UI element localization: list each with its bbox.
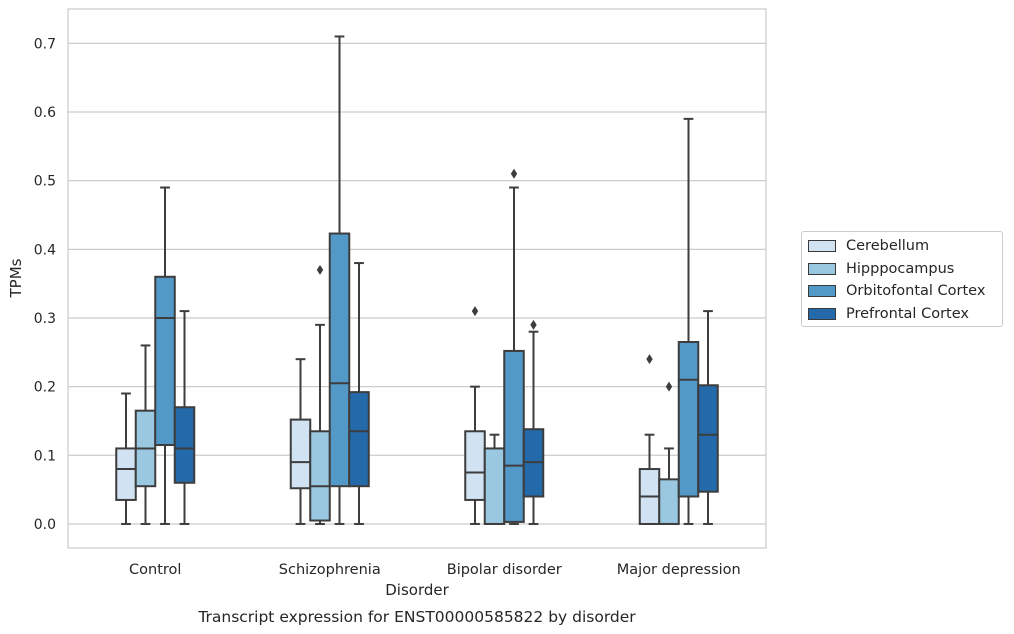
box-iqr: [328, 232, 351, 488]
outlier-point: [471, 306, 479, 317]
box-orbitofontal-cortex-3: [677, 117, 700, 525]
legend: Cerebellum Hipppocampus Orbitofontal Cor…: [801, 231, 1003, 327]
legend-item-prefrontal: Prefrontal Cortex: [808, 304, 969, 324]
box-iqr: [503, 349, 525, 523]
x-tick-label: Bipolar disorder: [447, 562, 562, 578]
y-tick-label: 0.1: [34, 448, 56, 464]
outlier-point: [665, 381, 673, 392]
box-iqr: [464, 430, 486, 501]
chart-title: Transcript expression for ENST0000058582…: [197, 608, 636, 626]
outlier-point: [510, 168, 518, 179]
box-iqr: [309, 430, 331, 522]
y-tick-label: 0.4: [34, 242, 56, 258]
box-cerebellum-1: [289, 358, 312, 525]
outlier-point: [646, 354, 653, 365]
legend-item-hippocampus: Hipppocampus: [808, 259, 954, 279]
outlier-point: [316, 264, 324, 275]
box-hipppocampus-1: [309, 264, 331, 525]
legend-swatch-prefrontal: [808, 308, 836, 320]
box-iqr: [115, 447, 137, 501]
box-orbitofontal-cortex-0: [154, 186, 176, 525]
box-hipppocampus-2: [483, 433, 506, 525]
legend-swatch-orbitofrontal: [808, 285, 836, 297]
box-hipppocampus-3: [658, 381, 680, 525]
box-prefrontal-cortex-3: [697, 310, 719, 525]
x-tick-label: Schizophrenia: [279, 562, 381, 578]
y-tick-label: 0.7: [34, 36, 56, 52]
box-cerebellum-2: [464, 306, 486, 525]
legend-swatch-hippocampus: [808, 263, 836, 275]
plot-area-frame: [67, 8, 767, 549]
legend-label-hippocampus: Hipppocampus: [846, 261, 955, 277]
y-tick-label: 0.5: [34, 174, 56, 190]
box-orbitofontal-cortex-2: [503, 168, 525, 525]
outlier-point: [530, 319, 537, 330]
x-axis-ticks: Control Schizophrenia Bipolar disorder Majo…: [129, 562, 741, 578]
box-prefrontal-cortex-2: [522, 319, 545, 525]
box-hipppocampus-0: [134, 344, 157, 525]
y-tick-label: 0.3: [34, 311, 56, 327]
x-tick-label: Major depression: [617, 562, 741, 578]
box-iqr: [289, 418, 312, 490]
legend-swatch-cerebellum: [808, 240, 836, 252]
box-iqr: [697, 384, 719, 493]
y-tick-label: 0.6: [34, 105, 56, 121]
x-tick-label: Control: [129, 562, 181, 578]
x-axis-label: Disorder: [385, 581, 449, 599]
boxes: [115, 35, 719, 525]
box-iqr: [348, 391, 370, 488]
box-iqr: [173, 406, 196, 484]
y-axis-ticks: 0.0 0.1 0.2 0.3 0.4 0.5 0.6 0.7: [34, 36, 56, 533]
legend-label-orbitofrontal: Orbitofontal Cortex: [846, 283, 986, 299]
y-axis-label: TPMs: [7, 258, 25, 298]
y-tick-label: 0.0: [34, 517, 56, 533]
box-iqr: [658, 478, 680, 525]
legend-item-orbitofrontal: Orbitofontal Cortex: [808, 281, 985, 301]
box-iqr: [483, 447, 506, 525]
box-cerebellum-0: [115, 392, 137, 525]
box-orbitofontal-cortex-1: [328, 35, 351, 525]
y-tick-label: 0.2: [34, 380, 56, 396]
legend-label-cerebellum: Cerebellum: [846, 238, 930, 254]
box-iqr: [677, 341, 700, 498]
box-cerebellum-3: [638, 354, 661, 525]
box-prefrontal-cortex-0: [173, 310, 196, 525]
box-prefrontal-cortex-1: [348, 262, 370, 525]
box-iqr: [154, 275, 176, 447]
legend-label-prefrontal: Prefrontal Cortex: [846, 306, 969, 322]
legend-item-cerebellum: Cerebellum: [808, 236, 929, 256]
